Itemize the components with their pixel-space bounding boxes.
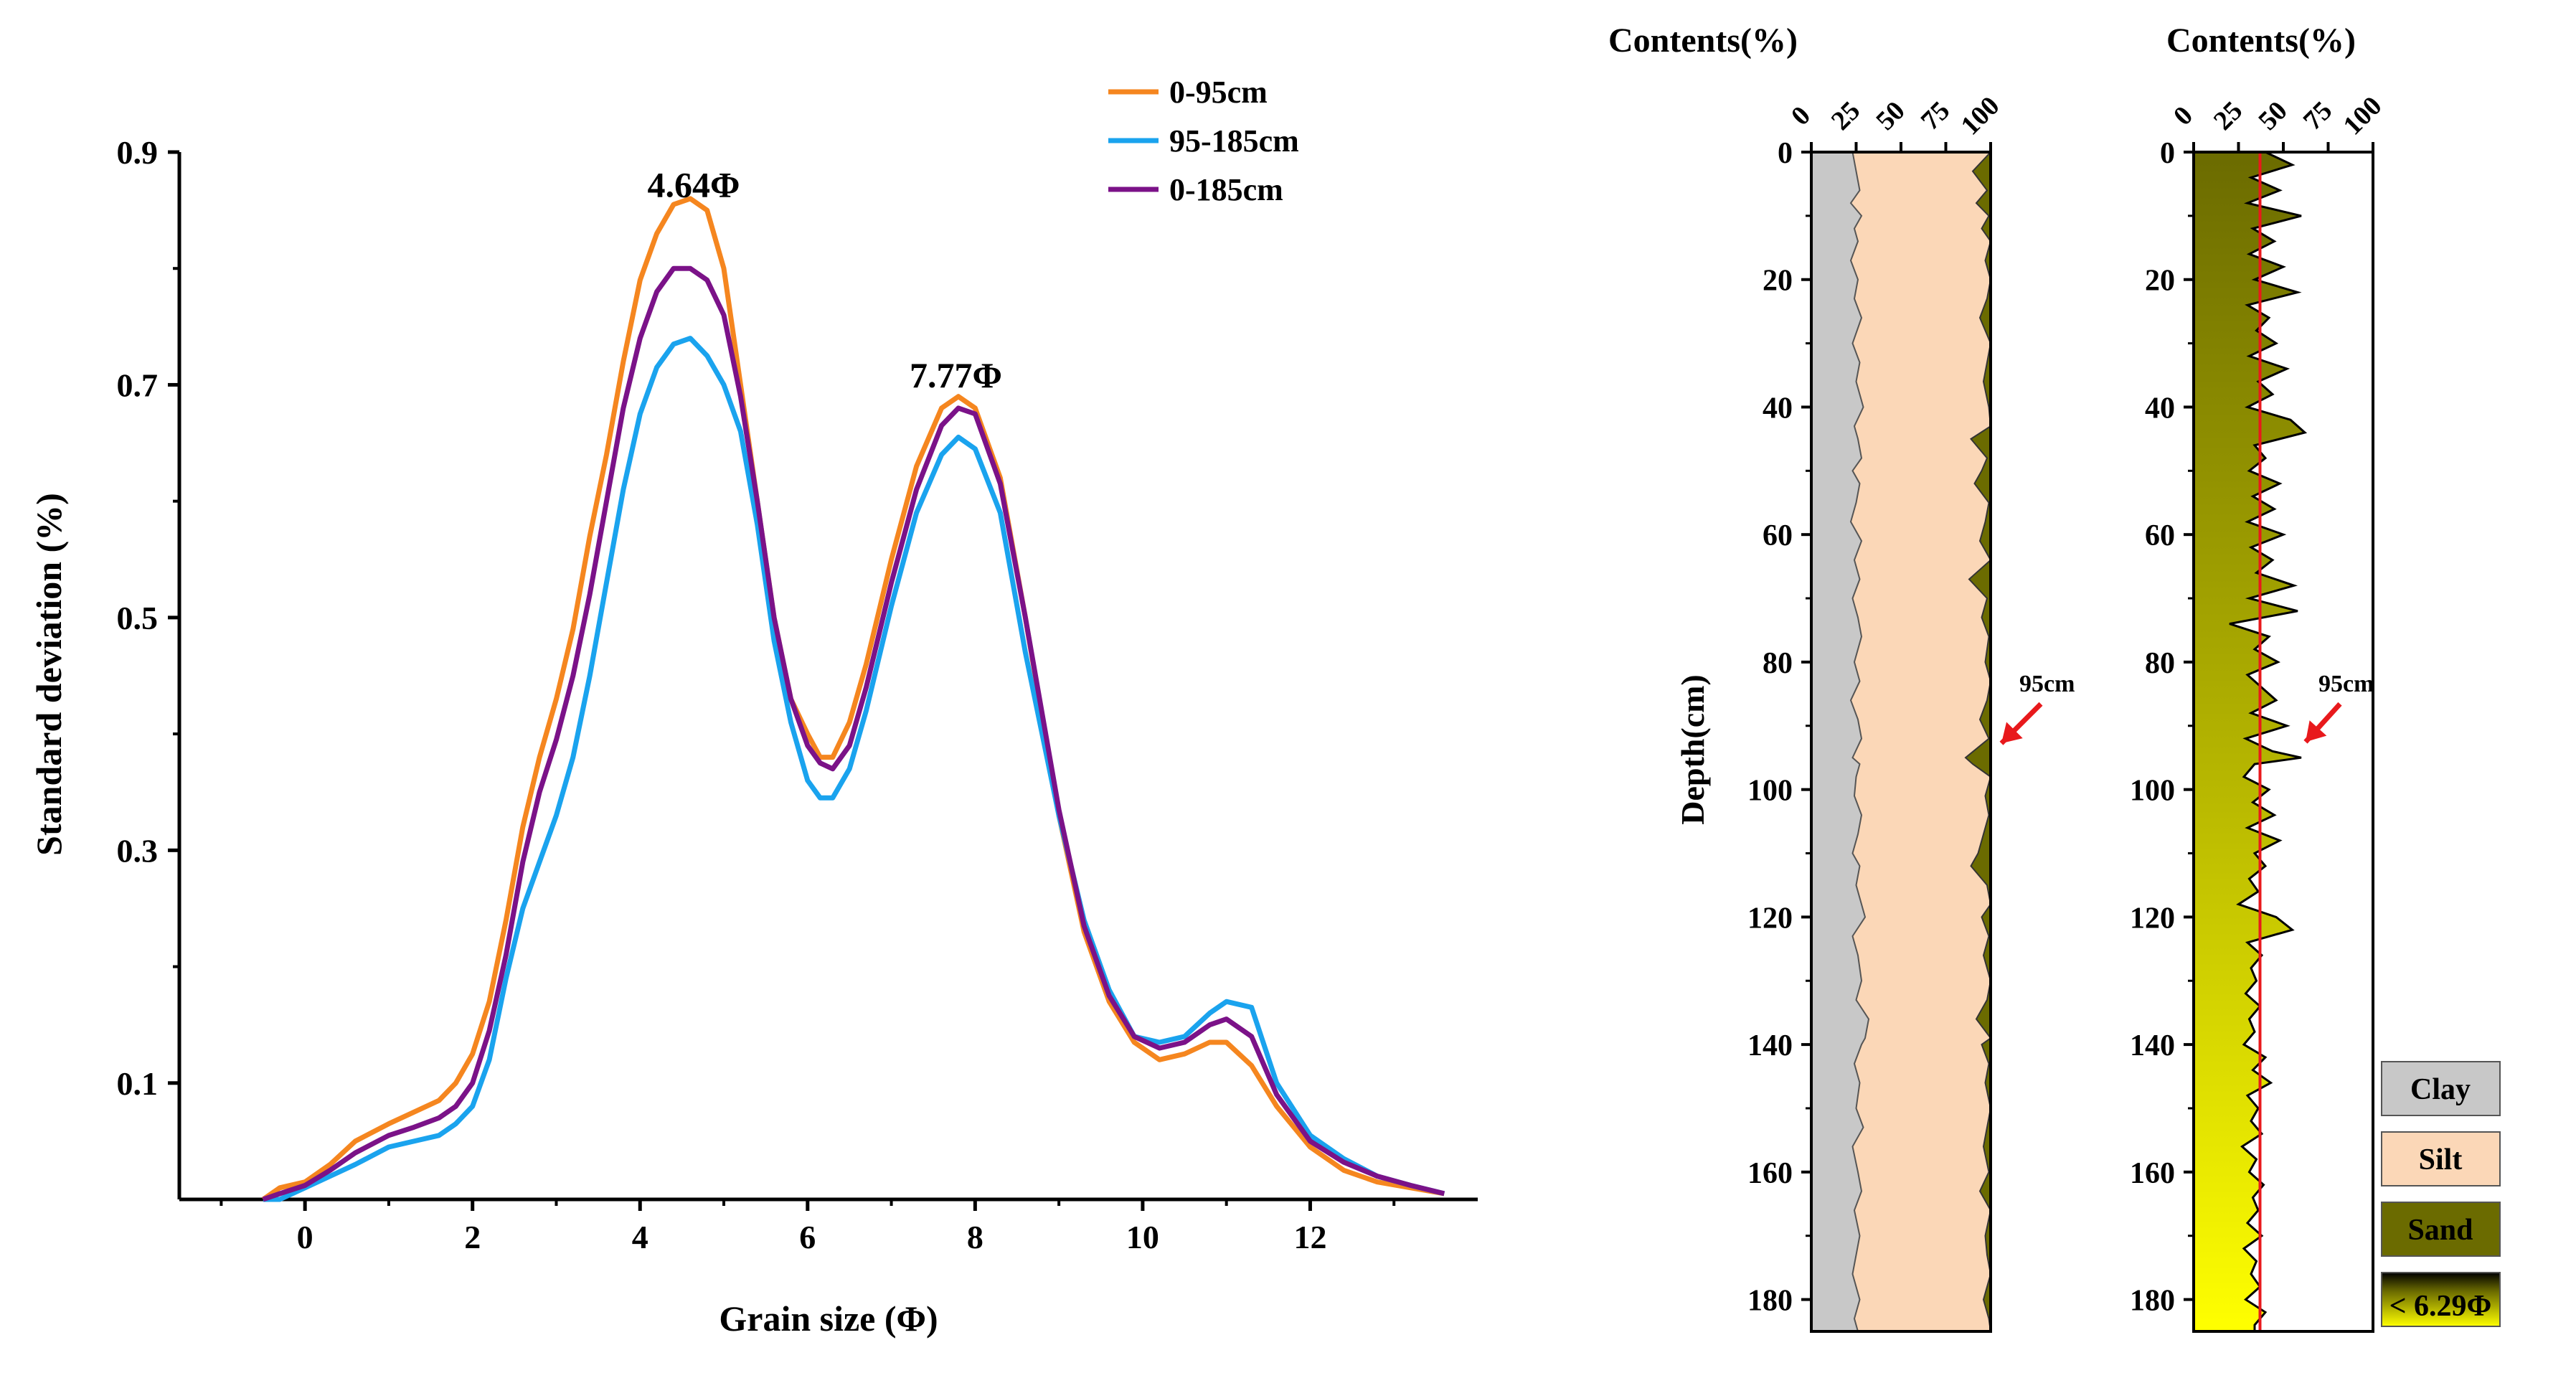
legend-label-sand: Sand xyxy=(2407,1214,2473,1247)
c3-arrow-icon xyxy=(2303,702,2342,744)
c2-95cm-annotation: 95cm xyxy=(2019,671,2075,697)
c3-title: Contents(%) xyxy=(2166,22,2356,60)
c1-x-tick-label: 12 xyxy=(1293,1219,1326,1255)
c1-peak-annotation-1: 4.64Φ xyxy=(648,164,740,204)
c3-y-tick-label: 120 xyxy=(2130,902,2175,935)
c3-x-tick-label: 75 xyxy=(2298,95,2339,136)
c3-x-tick-label: 50 xyxy=(2252,95,2293,136)
c1-x-tick-label: 6 xyxy=(799,1219,816,1255)
c3-areas xyxy=(2192,151,2308,1333)
sand-area xyxy=(1964,150,1992,1332)
c1-y-tick-label: 0.3 xyxy=(117,832,159,869)
c3-y-tick-label: 100 xyxy=(2130,775,2175,808)
fine-fraction-area xyxy=(2192,151,2308,1333)
c3-y-tick-label: 60 xyxy=(2145,519,2175,552)
legend-swatch-clay xyxy=(2381,1061,2501,1116)
c2-x-tick-label: 100 xyxy=(1955,91,2006,141)
legend-label-clay: Clay xyxy=(2410,1073,2471,1106)
c2-x-tick-label: 50 xyxy=(1870,95,1911,136)
c3-y-tick-label: 80 xyxy=(2145,647,2175,680)
c2-y-tick-label: 20 xyxy=(1763,265,1793,298)
c2-y-tick-label: 80 xyxy=(1763,647,1793,680)
c3-y-tick-label: 20 xyxy=(2145,265,2175,298)
c1-series xyxy=(261,196,1445,1202)
fine-fraction-panel: Contents(%) 0 20 40 60 80 100 120 140 160 180 0 25 5… xyxy=(2130,22,2388,1333)
c2-y-tick-label: 0 xyxy=(1778,137,1793,170)
c3-x-tick-label: 25 xyxy=(2208,95,2249,136)
c1-y-tick-label: 0.5 xyxy=(117,600,159,636)
c2-y-tick-label: 140 xyxy=(1747,1029,1793,1062)
c3-y-tick-label: 160 xyxy=(2130,1157,2175,1190)
content-legend: Clay Silt Sand < 6.29Φ xyxy=(2381,1061,2501,1327)
c2-areas xyxy=(1811,150,1992,1332)
c2-x-tick-label: 25 xyxy=(1826,95,1867,136)
c3-y-tick-label: 40 xyxy=(2145,392,2175,425)
legend-label-fine: < 6.29Φ xyxy=(2389,1290,2492,1323)
c3-y-tick-label: 140 xyxy=(2130,1029,2175,1062)
c3-95cm-annotation: 95cm xyxy=(2318,671,2374,697)
legend-label-95-185cm: 95-185cm xyxy=(1169,123,1299,159)
legend-swatch-sand xyxy=(2381,1202,2501,1257)
series-line-0-185cm xyxy=(262,265,1445,1202)
stacked-content-panel: Contents(%) 0 20 40 60 80 100 120 140 160 180 0 25 5… xyxy=(1608,22,2075,1333)
c3-x-tick-label: 100 xyxy=(2338,91,2388,141)
c1-peak-annotation-2: 7.77Φ xyxy=(910,355,1002,395)
legend-swatch-fine xyxy=(2381,1272,2501,1327)
c1-axes: 0.1 0.3 0.5 0.7 0.9 0 2 4 6 8 10 12 xyxy=(117,134,1478,1255)
arrow-head xyxy=(2306,720,2327,742)
c1-y-tick-label: 0.9 xyxy=(117,134,159,171)
c1-x-tick-label: 4 xyxy=(632,1219,648,1255)
c2-x-tick-label: 75 xyxy=(1915,95,1956,136)
c1-x-tick-label: 0 xyxy=(297,1219,313,1255)
c1-x-axis-label: Grain size (Φ) xyxy=(719,1298,938,1339)
c2-y-tick-label: 60 xyxy=(1763,519,1793,552)
c2-y-tick-label: 120 xyxy=(1747,902,1793,935)
c2-y-tick-label: 100 xyxy=(1747,775,1793,808)
legend-label-silt: Silt xyxy=(2419,1143,2463,1176)
c2-arrow-icon xyxy=(1999,702,2043,745)
legend-label-0-95cm: 0-95cm xyxy=(1169,75,1268,110)
clay-area xyxy=(1811,151,1870,1332)
c1-y-tick-label: 0.7 xyxy=(117,367,159,403)
c2-title: Contents(%) xyxy=(1608,22,1798,60)
c2-y-axis-label: Depth(cm) xyxy=(1674,674,1711,825)
c1-x-tick-label: 10 xyxy=(1126,1219,1159,1255)
c2-y-tick-label: 160 xyxy=(1747,1157,1793,1190)
series-line-95-185cm xyxy=(263,336,1445,1202)
legend-label-0-185cm: 0-185cm xyxy=(1169,172,1283,207)
c3-y-tick-label: 0 xyxy=(2160,137,2175,170)
legend-swatch-silt xyxy=(2381,1131,2501,1186)
c1-x-tick-label: 8 xyxy=(967,1219,983,1255)
c1-y-tick-label: 0.1 xyxy=(117,1065,159,1102)
c3-y-tick-label: 180 xyxy=(2130,1285,2175,1318)
c3-x-tick-label: 0 xyxy=(2168,100,2199,131)
c1-y-axis-label: Standard deviation (%) xyxy=(29,493,69,856)
c2-x-tick-label: 0 xyxy=(1785,100,1816,131)
arrow-head xyxy=(2001,722,2023,744)
c1-legend: 0-95cm 95-185cm 0-185cm xyxy=(1108,75,1299,207)
c1-x-tick-label: 2 xyxy=(464,1219,481,1255)
c2-y-tick-label: 180 xyxy=(1747,1285,1793,1318)
grain-size-chart: 0.10.30.50.70.90 2 4 6 8 10 12 Grain size (Φ) … xyxy=(29,75,1478,1339)
c2-y-tick-label: 40 xyxy=(1763,392,1793,425)
